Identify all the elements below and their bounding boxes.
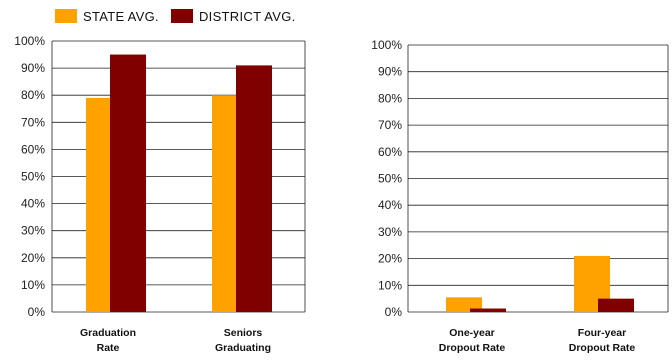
graduation-ytick-label: 30% bbox=[21, 224, 45, 238]
dropout-bar-state bbox=[446, 297, 482, 312]
dropout-ytick-label: 20% bbox=[378, 252, 402, 266]
graduation-ytick-label: 80% bbox=[21, 88, 45, 102]
legend-item-state: STATE AVG. bbox=[55, 9, 159, 24]
dropout-ytick-label: 70% bbox=[378, 118, 402, 132]
dropout-ytick-label: 100% bbox=[371, 38, 402, 52]
legend-swatch-state bbox=[55, 9, 77, 23]
graduation-bar-district bbox=[110, 54, 146, 313]
graduation-ytick-label: 20% bbox=[21, 251, 45, 265]
graduation-ytick-label: 70% bbox=[21, 115, 45, 129]
graduation-ytick-label: 50% bbox=[21, 170, 45, 184]
graduation-ytick-label: 60% bbox=[21, 142, 45, 156]
chart-legend: STATE AVG. DISTRICT AVG. bbox=[55, 6, 308, 26]
dropout-ytick-label: 90% bbox=[378, 65, 402, 79]
dropout-bar-district bbox=[470, 308, 506, 312]
dropout-ytick-label: 50% bbox=[378, 172, 402, 186]
graduation-ytick-label: 100% bbox=[14, 34, 45, 48]
dropout-category-label: Four-year Dropout Rate bbox=[569, 327, 636, 354]
graduation-ytick-label: 10% bbox=[21, 278, 45, 292]
graduation-category-label: Seniors Graduating bbox=[215, 327, 271, 354]
graduation-ytick-label: 90% bbox=[21, 61, 45, 75]
dropout-ytick-label: 60% bbox=[378, 145, 402, 159]
legend-label-state: STATE AVG. bbox=[83, 8, 159, 24]
dropout-ytick-label: 0% bbox=[385, 305, 403, 319]
legend-swatch-district bbox=[170, 9, 193, 23]
dropout-bar-district bbox=[598, 298, 634, 312]
dropout-ytick-label: 80% bbox=[378, 91, 402, 105]
legend-item-district: DISTRICT AVG. bbox=[170, 8, 296, 24]
dropout-ytick-label: 30% bbox=[378, 225, 402, 239]
graduation-ytick-label: 40% bbox=[21, 197, 45, 211]
dropout-ytick-label: 40% bbox=[378, 198, 402, 212]
graduation-category-label: Graduation Rate bbox=[80, 327, 136, 354]
graduation-bar-district bbox=[236, 65, 272, 312]
dropout-category-label: One-year Dropout Rate bbox=[439, 327, 506, 354]
graduation-ytick-label: 0% bbox=[28, 305, 46, 319]
dropout-ytick-label: 10% bbox=[378, 278, 402, 292]
legend-label-district: DISTRICT AVG. bbox=[198, 8, 296, 24]
